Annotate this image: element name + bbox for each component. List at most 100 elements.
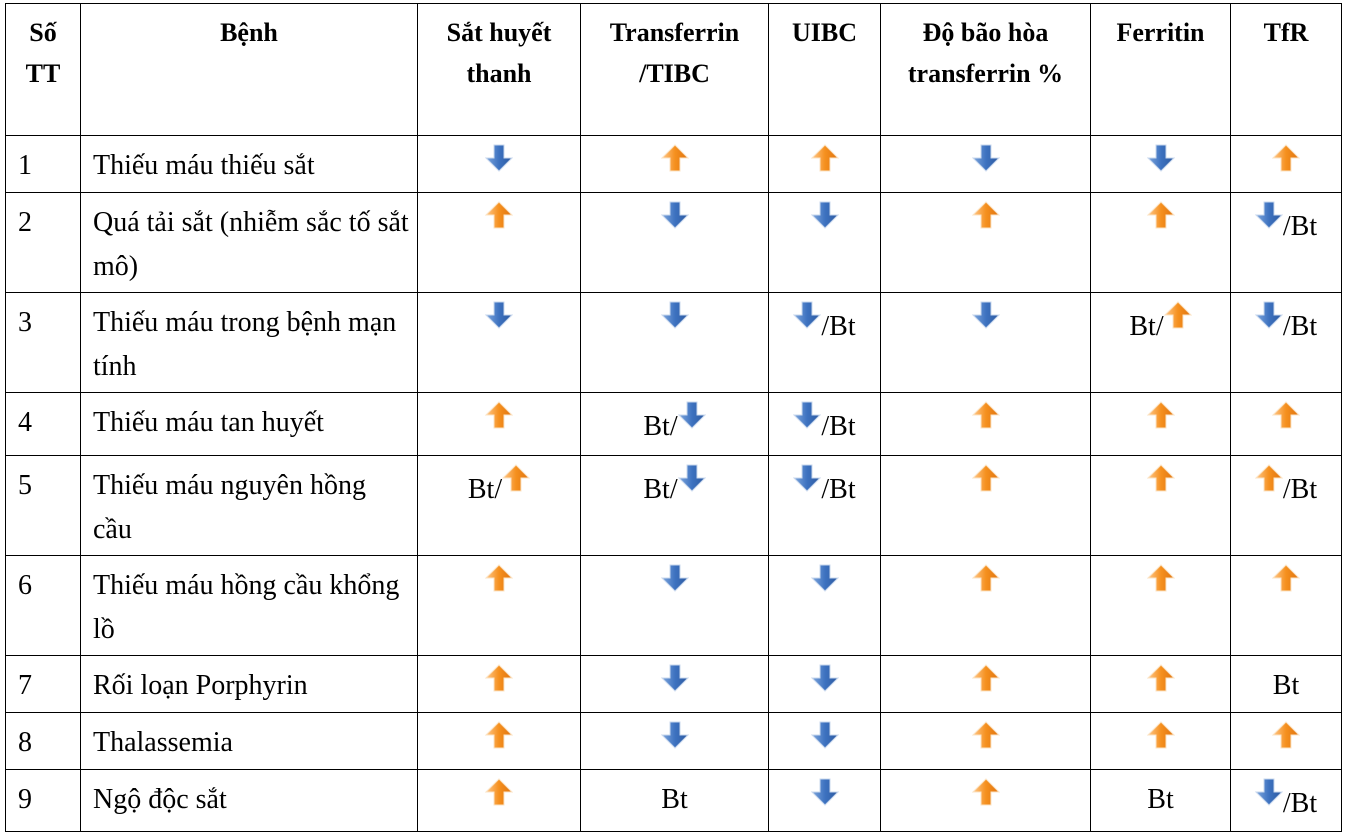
arrow-up: ↑ bbox=[1271, 401, 1301, 429]
table-cell: Bt/↑ bbox=[417, 455, 581, 556]
table-cell: ↑ bbox=[880, 455, 1091, 556]
table-cell: ↑ bbox=[1090, 455, 1231, 556]
arrow-down: ↓ bbox=[793, 464, 822, 492]
arrow-down: ↓ bbox=[810, 664, 839, 692]
arrow-down: ↓ bbox=[1254, 301, 1284, 329]
table-cell: Quá tải sắt (nhiễm sắc tố sắt mô) bbox=[80, 192, 418, 293]
table-cell: ↓/Bt bbox=[1230, 292, 1342, 393]
arrow-down: ↓ bbox=[1254, 778, 1284, 806]
table-cell: ↑ bbox=[417, 712, 581, 770]
arrow-up: ↑ bbox=[1163, 301, 1192, 329]
arrow-down: ↓ bbox=[810, 721, 839, 749]
arrow-up: ↑ bbox=[1146, 564, 1175, 592]
table-cell: Thiếu máu tan huyết bbox=[80, 392, 418, 456]
table-cell: Thiếu máu hồng cầu khổng lồ bbox=[80, 555, 418, 656]
table-cell: 2 bbox=[5, 192, 81, 293]
table-cell: 7 bbox=[5, 655, 81, 713]
table-cell: ↓ bbox=[580, 292, 769, 393]
arrow-up: ↑ bbox=[484, 401, 514, 429]
arrow-up: ↑ bbox=[1146, 721, 1175, 749]
table-cell: ↑ bbox=[417, 769, 581, 832]
table-cell: ↓ bbox=[768, 712, 881, 770]
table-cell: ↑ bbox=[580, 135, 769, 193]
table-cell: ↓ bbox=[768, 192, 881, 293]
table-cell: 1 bbox=[5, 135, 81, 193]
table-cell: Bt/↓ bbox=[580, 392, 769, 456]
table-cell: ↓ bbox=[880, 135, 1091, 193]
table-cell: ↓ bbox=[768, 769, 881, 832]
table-cell: ↑/Bt bbox=[1230, 455, 1342, 556]
table-cell: ↑ bbox=[880, 392, 1091, 456]
table-cell: ↑ bbox=[1090, 192, 1231, 293]
table-cell: ↑ bbox=[1230, 555, 1342, 656]
table-cell: ↓ bbox=[417, 135, 581, 193]
table-cell: Bt bbox=[1090, 769, 1231, 832]
table-cell: ↓ bbox=[768, 555, 881, 656]
arrow-down: ↓ bbox=[660, 564, 689, 592]
arrow-down: ↓ bbox=[971, 144, 1000, 172]
comparison-table: Số TT Bệnh Sắt huyết thanh Transferrin /TIB… bbox=[5, 3, 1342, 832]
table-cell: ↓/Bt bbox=[768, 392, 881, 456]
header-cell: Độ bão hòa transferrin % bbox=[880, 3, 1091, 136]
table-cell: ↑ bbox=[1230, 712, 1342, 770]
table-cell: ↑ bbox=[1230, 135, 1342, 193]
arrow-down: ↓ bbox=[1254, 201, 1284, 229]
table-cell: Thalassemia bbox=[80, 712, 418, 770]
arrow-up: ↑ bbox=[660, 144, 689, 172]
arrow-up: ↑ bbox=[1271, 721, 1301, 749]
arrow-up: ↑ bbox=[971, 401, 1000, 429]
table-cell: ↑ bbox=[880, 655, 1091, 713]
arrow-down: ↓ bbox=[484, 301, 514, 329]
header-cell: TfR bbox=[1230, 3, 1342, 136]
table-cell: ↑ bbox=[417, 392, 581, 456]
table-cell: ↑ bbox=[417, 192, 581, 293]
header-cell: Bệnh bbox=[80, 3, 418, 136]
arrow-down: ↓ bbox=[810, 201, 839, 229]
table-cell: ↓ bbox=[580, 555, 769, 656]
arrow-up: ↑ bbox=[971, 778, 1000, 806]
arrow-up: ↑ bbox=[484, 778, 514, 806]
arrow-down: ↓ bbox=[677, 401, 706, 429]
arrow-down: ↓ bbox=[810, 564, 839, 592]
arrow-up: ↑ bbox=[1146, 401, 1175, 429]
arrow-up: ↑ bbox=[484, 201, 514, 229]
table-cell: ↑ bbox=[1230, 392, 1342, 456]
table-cell: ↓/Bt bbox=[768, 292, 881, 393]
table-cell: ↓ bbox=[768, 655, 881, 713]
table-cell: ↑ bbox=[880, 192, 1091, 293]
table-cell: Thiếu máu thiếu sắt bbox=[80, 135, 418, 193]
arrow-down: ↓ bbox=[660, 201, 689, 229]
arrow-down: ↓ bbox=[484, 144, 514, 172]
header-cell: Số TT bbox=[5, 3, 81, 136]
table-cell: 5 bbox=[5, 455, 81, 556]
table-cell: 9 bbox=[5, 769, 81, 832]
table-cell: 8 bbox=[5, 712, 81, 770]
table-cell: ↓/Bt bbox=[768, 455, 881, 556]
arrow-down: ↓ bbox=[660, 721, 689, 749]
arrow-up: ↑ bbox=[971, 564, 1000, 592]
table-cell: 3 bbox=[5, 292, 81, 393]
table-cell: ↑ bbox=[1090, 555, 1231, 656]
arrow-up: ↑ bbox=[971, 664, 1000, 692]
table-cell: ↑ bbox=[1090, 712, 1231, 770]
table-cell: Ngộ độc sắt bbox=[80, 769, 418, 832]
arrow-up: ↑ bbox=[484, 564, 514, 592]
arrow-up: ↑ bbox=[1146, 464, 1175, 492]
table-cell: Thiếu máu nguyên hồng cầu bbox=[80, 455, 418, 556]
table-cell: 6 bbox=[5, 555, 81, 656]
table-cell: ↓ bbox=[580, 655, 769, 713]
header-cell: Ferritin bbox=[1090, 3, 1231, 136]
table-cell: ↑ bbox=[768, 135, 881, 193]
table-cell: ↑ bbox=[417, 655, 581, 713]
table-cell: ↓ bbox=[580, 712, 769, 770]
table-cell: Bt/↓ bbox=[580, 455, 769, 556]
arrow-down: ↓ bbox=[971, 301, 1000, 329]
